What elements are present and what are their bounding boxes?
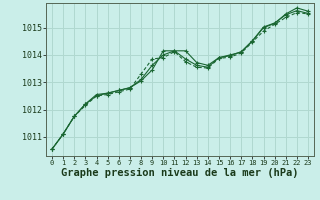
X-axis label: Graphe pression niveau de la mer (hPa): Graphe pression niveau de la mer (hPa)	[61, 168, 299, 178]
